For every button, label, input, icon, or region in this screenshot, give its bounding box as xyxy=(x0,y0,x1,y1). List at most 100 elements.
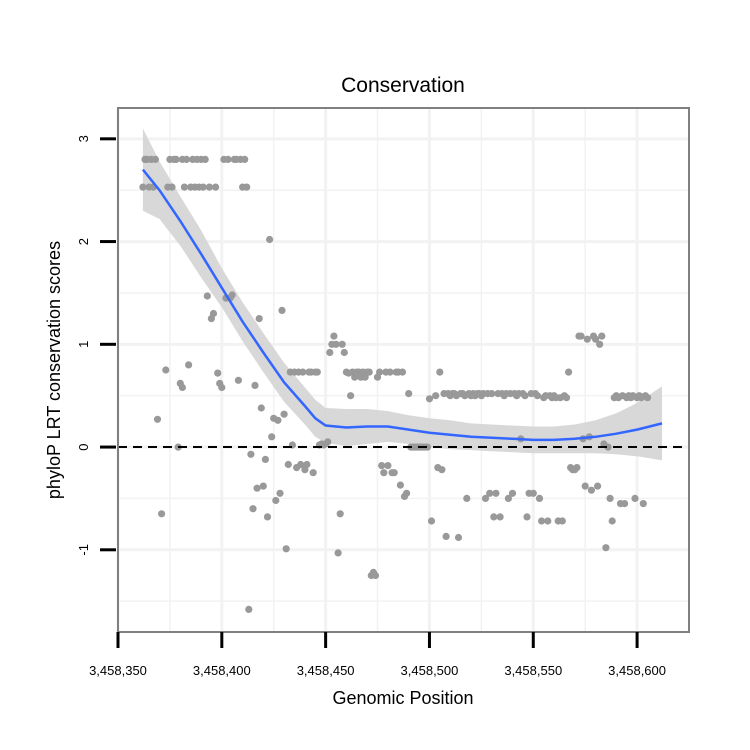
data-point xyxy=(205,183,213,191)
data-point xyxy=(332,340,340,348)
data-point xyxy=(297,460,305,469)
x-tick-label: 3,458,600 xyxy=(608,663,666,678)
data-point xyxy=(378,462,386,470)
data-point xyxy=(336,510,344,518)
data-point xyxy=(386,368,394,376)
data-point xyxy=(504,494,512,502)
data-point xyxy=(209,309,218,318)
data-point xyxy=(481,494,490,502)
data-point xyxy=(598,332,606,340)
data-point xyxy=(380,469,388,477)
smooth-line xyxy=(141,168,663,442)
data-point xyxy=(432,392,440,400)
data-point xyxy=(562,394,571,402)
x-tick-label: 3,458,550 xyxy=(504,663,562,678)
data-point xyxy=(592,335,600,343)
data-point xyxy=(299,368,307,376)
y-axis: -1 0 1 2 3 xyxy=(76,135,116,556)
data-point xyxy=(577,332,585,340)
data-point xyxy=(178,383,186,392)
data-point xyxy=(496,513,504,521)
data-point xyxy=(340,348,348,357)
data-point xyxy=(278,306,286,314)
data-point xyxy=(182,155,191,163)
data-point xyxy=(245,605,253,614)
data-point xyxy=(390,469,398,477)
x-axis-label: Genomic Position xyxy=(332,688,473,708)
data-point xyxy=(596,340,604,348)
data-point xyxy=(257,404,265,412)
data-point xyxy=(168,183,176,191)
data-point xyxy=(565,368,573,376)
data-point xyxy=(185,361,193,369)
data-point xyxy=(180,183,188,191)
data-point xyxy=(508,489,517,497)
data-point xyxy=(583,335,591,343)
data-point xyxy=(326,348,334,357)
data-point xyxy=(581,482,589,490)
data-point xyxy=(203,292,211,300)
data-point xyxy=(251,381,259,389)
y-tick-label: 1 xyxy=(76,341,91,348)
data-point xyxy=(384,462,392,470)
data-point xyxy=(523,513,531,521)
data-point xyxy=(263,513,272,521)
smooth-trend-line xyxy=(141,168,663,442)
data-point xyxy=(442,532,450,541)
data-point xyxy=(199,183,207,191)
data-point xyxy=(139,183,147,191)
data-point xyxy=(253,484,261,492)
data-point xyxy=(282,545,290,553)
data-point xyxy=(247,450,255,458)
x-axis: 3,458,350 3,458,400 3,458,450 3,458,500 3,45… xyxy=(89,632,666,678)
x-tick-label: 3,458,450 xyxy=(297,663,355,678)
data-point xyxy=(558,517,566,525)
data-point xyxy=(272,496,280,505)
data-point xyxy=(151,155,159,163)
data-point xyxy=(606,494,614,502)
data-point xyxy=(172,155,180,163)
y-tick-label: 3 xyxy=(76,135,91,142)
data-point xyxy=(276,489,284,497)
data-point xyxy=(234,376,242,384)
data-point xyxy=(438,466,446,474)
data-point xyxy=(427,517,436,525)
data-point xyxy=(266,235,274,244)
data-point xyxy=(334,549,342,557)
data-point xyxy=(425,395,434,403)
data-point xyxy=(313,368,321,376)
data-point xyxy=(521,392,529,400)
x-tick-label: 3,458,350 xyxy=(89,663,147,678)
data-point xyxy=(214,369,222,377)
data-point xyxy=(463,494,471,502)
confidence-band-area xyxy=(142,128,662,461)
data-point xyxy=(228,291,236,299)
data-point xyxy=(454,533,463,542)
data-point xyxy=(158,510,166,518)
data-point xyxy=(535,494,544,502)
data-point xyxy=(403,489,411,497)
data-point xyxy=(594,482,602,490)
data-point xyxy=(274,416,282,424)
data-point xyxy=(309,469,317,477)
data-point xyxy=(162,366,170,374)
panel-border xyxy=(117,107,690,633)
y-tick-label: 2 xyxy=(76,238,91,245)
data-point xyxy=(330,332,338,340)
data-point xyxy=(338,340,346,348)
data-point xyxy=(405,390,413,398)
data-point xyxy=(538,517,546,525)
data-point xyxy=(255,315,263,323)
data-point xyxy=(371,571,380,580)
data-point xyxy=(261,455,269,463)
data-point xyxy=(243,183,251,191)
data-point xyxy=(259,482,267,490)
chart-title: Conservation xyxy=(341,74,465,97)
data-point xyxy=(533,392,542,400)
data-point xyxy=(423,443,431,451)
data-point xyxy=(201,155,209,163)
data-point xyxy=(284,460,292,469)
data-point xyxy=(602,544,610,552)
data-point xyxy=(621,500,629,508)
